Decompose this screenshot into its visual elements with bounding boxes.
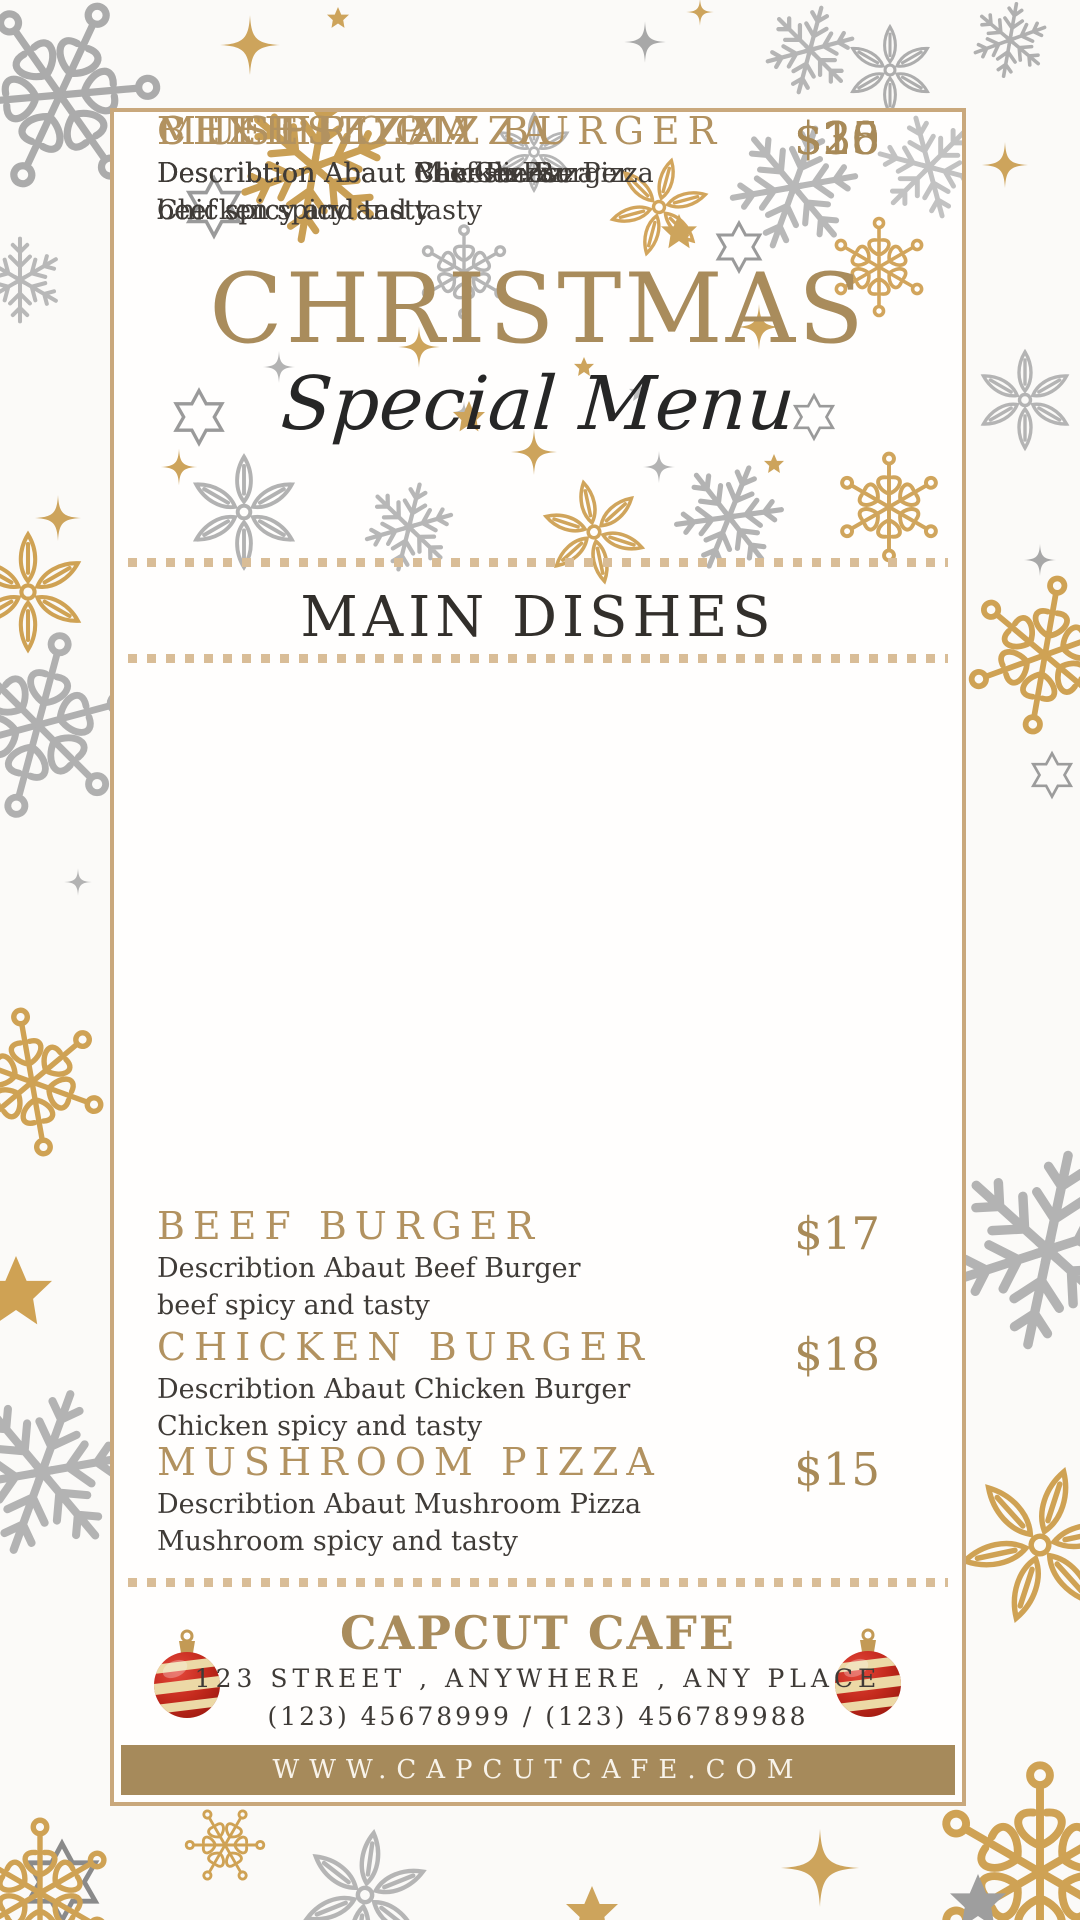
snowflake-icon [299,1825,431,1920]
menu-item: MUSHROOM PIZZA Describtion Abaut Mushroo… [157,1443,880,1559]
section-heading: MAIN DISHES [300,585,776,650]
star-icon [327,7,349,28]
menu-item: BEEF PIZZA Describtion Abaut Beef Pizza … [157,112,880,228]
dashed-divider [128,558,948,567]
snowflake-icon [0,1820,110,1920]
snowflake-icon [980,352,1069,448]
item-price: $18 [794,1328,880,1381]
item-description-line2: beef spicy and tasty [157,195,430,227]
snowflake-icon [193,457,296,567]
cafe-phone: (123) 45678999 / (123) 456789988 [267,1702,809,1731]
item-description-line2: beef spicy and tasty [157,195,430,227]
snowflake-icon [958,566,1080,745]
item-description-line1: Describtion Abaut Chicken Burger [157,158,631,189]
item-description-line2: beef spicy and tasty [157,1290,430,1322]
snowflake-icon [948,1450,1080,1640]
cafe-name: CAPCUT CAFE [340,1606,736,1660]
item-description-line2: beef spicy and tasty [157,195,430,227]
item-name: MUSHROOM PIZZA [157,1440,662,1484]
item-name: BEEF PIZZA [157,109,480,153]
item-price: $17 [794,1207,880,1260]
item-description-line2: Chicken spicy and tasty [157,195,483,227]
cafe-address: 123 STREET , ANYWHERE , ANY PLACE [194,1664,882,1693]
star-icon [566,1886,618,1920]
dashed-divider [128,1578,948,1587]
website-bar: WWW.CAPCUTCAFE.COM [121,1745,955,1795]
menu-title: CHRISTMAS [209,253,867,365]
item-name: MIX PIZZA [157,109,443,153]
item-price: $30 [794,112,880,165]
snowflake-icon [757,0,863,103]
item-price: $25 [794,112,880,165]
snowflake-icon [538,473,651,591]
item-price: $20 [794,112,880,165]
sparkle-icon [220,15,280,75]
snowflake-icon [0,239,61,322]
item-description-line1: Describtion Abaut Chicken Burger [157,1374,631,1405]
item-name: CHEESE PIZZA [157,109,558,153]
snowflake-icon [173,1793,277,1898]
snowflake-icon [0,534,81,649]
sparkle-icon [982,142,1028,188]
menu-item: CHEESE PIZZA Describtion Abaut Cheese Pi… [157,112,880,228]
item-price: $15 [794,1443,880,1496]
item-name: BEEF BURGER [157,1204,543,1248]
snowflake-icon [968,0,1052,83]
sparkle-icon [686,0,714,26]
item-description-line2: Mushroom spicy and tasty [157,1526,518,1558]
sparkle-icon [624,21,666,63]
star-icon [0,1256,52,1325]
sparkle-icon [1023,543,1057,577]
item-description-line1: Describtion Abaut Beef Pizza [157,158,556,189]
item-name: MUSHROOM BURGER [157,109,725,153]
sparkle-icon [780,1828,860,1908]
menu-item: BEEF BURGER Describtion Abaut Beef Burge… [157,1207,880,1323]
item-name: CHICKEN BURGER [157,1325,653,1369]
item-description-line1: Describtion Abaut Cheese Pizza [157,158,594,189]
menu-item: MUSHROOM BURGER Describtion Abaut Chicke… [157,112,880,228]
item-description-line2: Chicken spicy and tasty [157,1411,483,1443]
snowflake-icon [850,27,930,113]
snowflake-icon [0,998,114,1166]
item-description-line1: Describtion Abaut Mix Cheese Pizza [157,158,654,189]
snowflake-icon [837,454,940,561]
sparkle-icon [160,448,198,486]
menu-card: CHRISTMAS Special Menu MAIN DISHES BEEF … [110,108,966,1806]
menu-subtitle: Special Menu [278,361,798,447]
dashed-divider [128,654,948,663]
star-icon [764,454,784,473]
sparkle-icon [35,495,81,541]
menu-item: CHICKEN BURGER Describtion Abaut Chicken… [157,1328,880,1444]
snowflake-icon [868,112,962,229]
item-price: $18 [794,112,880,165]
sparkle-icon [642,450,676,484]
item-description-line1: Describtion Abaut Beef Burger [157,1253,581,1284]
star-icon [1031,752,1073,798]
menu-item: MIX PIZZA Describtion Abaut Mix Cheese P… [157,112,880,228]
sparkle-icon [64,868,92,896]
website-url: WWW.CAPCUTCAFE.COM [272,1755,804,1785]
item-description-line1: Describtion Abaut Mushroom Pizza [157,1489,642,1520]
